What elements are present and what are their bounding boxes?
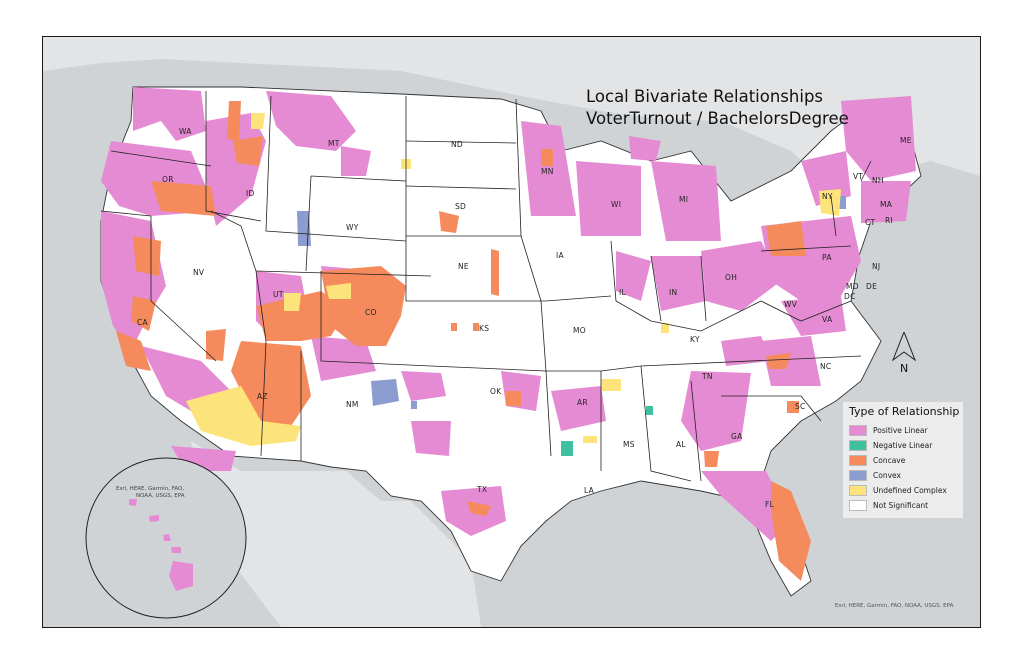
state-label-al: AL (676, 440, 686, 449)
concave-regions (116, 101, 811, 581)
map-title-line2: VoterTurnout / BachelorsDegree (586, 109, 849, 128)
legend-swatch (849, 424, 867, 436)
legend-swatch (849, 454, 867, 466)
state-label-dc: DC (844, 292, 856, 301)
map-frame[interactable] (42, 36, 981, 628)
state-label-pa: PA (822, 253, 832, 262)
state-label-ut: UT (273, 290, 284, 299)
map-title-line1: Local Bivariate Relationships (586, 87, 824, 106)
state-label-ms: MS (623, 440, 635, 449)
state-label-nm: NM (346, 400, 359, 409)
legend-swatch (849, 484, 867, 496)
state-boundaries (100, 91, 872, 482)
north-arrow: N (891, 332, 917, 380)
state-label-ct: CT (865, 218, 876, 227)
legend-item: Positive Linear (849, 424, 928, 436)
state-label-ma: MA (880, 200, 893, 209)
legend-label: Concave (873, 455, 906, 465)
mexico-land (191, 441, 481, 627)
state-label-tn: TN (702, 372, 713, 381)
state-label-la: LA (584, 486, 595, 495)
state-label-ok: OK (490, 387, 502, 396)
state-label-fl: FL (765, 500, 775, 509)
state-label-me: ME (900, 136, 912, 145)
state-label-az: AZ (257, 392, 268, 401)
state-label-ny: NY (822, 192, 833, 201)
legend-swatch (849, 499, 867, 511)
state-label-ks: KS (479, 324, 490, 333)
legend-swatch (849, 469, 867, 481)
state-label-wa: WA (179, 127, 192, 136)
map-attribution: Esri, HERE, Garmin, FAO, NOAA, USGS, EPA (835, 603, 954, 609)
state-label-va: VA (822, 315, 833, 324)
state-label-ar: AR (577, 398, 588, 407)
state-label-mt: MT (328, 139, 340, 148)
map-canvas[interactable] (43, 37, 980, 627)
state-label-wy: WY (346, 223, 359, 232)
undefined-complex-regions (186, 113, 841, 446)
legend-item: Concave (849, 454, 905, 466)
state-label-tx: TX (477, 485, 488, 494)
state-label-vt: VT (853, 172, 864, 181)
legend-item: Convex (849, 469, 901, 481)
inset-attribution-line2: NOAA, USGS, EPA (136, 493, 185, 499)
state-label-nj: NJ (872, 262, 881, 271)
state-label-ky: KY (690, 335, 700, 344)
state-label-mo: MO (573, 326, 586, 335)
state-label-ri: RI (885, 216, 894, 225)
state-label-ia: IA (556, 251, 564, 260)
state-label-nh: NH (872, 176, 884, 185)
inset-attribution: Esri, HERE, Garmin, FAO, NOAA, USGS, EPA (116, 486, 228, 500)
state-label-in: IN (669, 288, 678, 297)
legend-label: Positive Linear (873, 425, 928, 435)
state-label-wi: WI (611, 200, 622, 209)
negative-linear-regions (561, 406, 653, 456)
state-label-nd: ND (451, 140, 463, 149)
hawaii-inset (85, 457, 247, 619)
map-title: Local Bivariate Relationships VoterTurno… (586, 86, 849, 130)
legend-item: Not Significant (849, 499, 928, 511)
state-label-mi: MI (679, 195, 689, 204)
state-label-id: ID (246, 189, 255, 198)
state-label-sc: SC (795, 402, 806, 411)
canada-land (43, 37, 980, 206)
legend-item: Negative Linear (849, 439, 932, 451)
legend-swatch (849, 439, 867, 451)
state-label-sd: SD (455, 202, 467, 211)
state-label-md: MD (846, 282, 859, 291)
north-label: N (900, 362, 909, 375)
state-label-wv: WV (784, 300, 798, 309)
state-label-oh: OH (725, 273, 738, 282)
state-label-ca: CA (137, 318, 148, 327)
legend-label: Not Significant (873, 500, 929, 510)
legend-label: Negative Linear (873, 440, 933, 450)
legend: Type of Relationship Positive Linear Neg… (843, 402, 963, 518)
legend-title: Type of Relationship (849, 405, 960, 418)
state-label-ga: GA (731, 432, 743, 441)
legend-label: Undefined Complex (873, 485, 947, 495)
inset-attribution-line1: Esri, HERE, Garmin, FAO, (116, 486, 185, 492)
state-label-de: DE (866, 282, 878, 291)
legend-label: Convex (873, 470, 901, 480)
state-label-mn: MN (541, 167, 554, 176)
state-label-ne: NE (458, 262, 469, 271)
state-label-nv: NV (193, 268, 205, 277)
legend-item: Undefined Complex (849, 484, 947, 496)
state-label-co: CO (365, 308, 377, 317)
state-label-il: IL (619, 288, 626, 297)
state-label-or: OR (162, 175, 174, 184)
north-arrow-icon (891, 332, 917, 362)
state-label-nc: NC (820, 362, 832, 371)
